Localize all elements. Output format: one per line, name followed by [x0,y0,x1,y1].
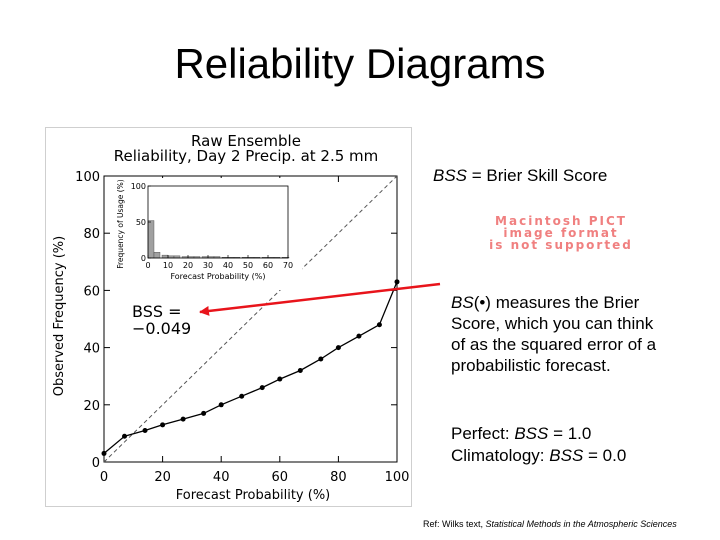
y-tick-label: 60 [83,284,100,299]
reliability-diagram: Raw Ensemble Reliability, Day 2 Precip. … [52,132,410,503]
climatology-abbrev: BSS [549,446,584,465]
reference-prefix: Ref: Wilks text, [423,519,486,529]
inset-background [114,178,302,290]
pict-placeholder-image: Macintosh PICT image format is not suppo… [489,214,633,252]
y-tick-label: 100 [75,170,100,185]
bss-annotation-line2: −0.049 [132,319,191,338]
x-tick-label: 0 [100,470,108,485]
reliability-diagram-panel: Raw Ensemble Reliability, Day 2 Precip. … [45,127,412,507]
inset-x-tick-label: 40 [223,261,233,270]
x-tick-label: 80 [330,470,347,485]
inset-y-tick-label: 100 [131,182,146,191]
climatology-label: Climatology: [451,446,550,465]
bs-symbol: (•) [473,293,491,312]
bss-arrow [199,282,441,316]
x-axis-label: Forecast Probability (%) [176,488,331,503]
x-tick-label: 40 [213,470,230,485]
perfect-line: Perfect: BSS = 1.0 [451,423,626,445]
reference-citation: Ref: Wilks text, Statistical Methods in … [423,518,677,530]
brier-score-explanation: BS(•) measures the Brier Score, which yo… [451,292,671,376]
reliability-point [218,402,224,408]
slide-title: Reliability Diagrams [174,40,546,87]
inset-x-tick-label: 60 [263,261,273,270]
y-tick-label: 20 [83,399,100,414]
perfect-abbrev: BSS [514,424,549,443]
inset-x-tick-label: 30 [203,261,213,270]
inset-x-axis-label: Forecast Probability (%) [170,272,265,281]
reliability-point [239,393,245,399]
inset-y-tick-label: 50 [136,218,146,227]
inset-x-tick-label: 0 [145,261,150,270]
perfect-label: Perfect: [451,424,515,443]
y-axis-label: Observed Frequency (%) [52,236,67,396]
y-tick-label: 80 [83,227,100,242]
bss-reference-values: Perfect: BSS = 1.0 Climatology: BSS = 0.… [451,423,626,467]
y-tick-label: 0 [92,456,100,471]
reliability-point [394,279,400,285]
reliability-point [297,367,303,373]
reliability-point [142,428,148,434]
pict-line-3: is not supported [489,238,633,252]
chart-subtitle: Reliability, Day 2 Precip. at 2.5 mm [114,147,379,165]
y-tick-label: 40 [83,342,100,357]
inset-x-tick-label: 20 [183,261,193,270]
reliability-point [318,356,324,362]
x-tick-label: 60 [272,470,289,485]
pict-line-2: image format [503,226,618,240]
reliability-point [180,416,186,422]
bss-definition: BSS = Brier Skill Score [433,164,607,188]
perfect-value: = 1.0 [548,424,592,443]
reliability-curve [103,281,398,454]
reliability-point [335,345,341,351]
pict-line-1: Macintosh PICT [495,214,627,228]
x-tick-label: 20 [154,470,171,485]
reliability-point [122,433,128,439]
inset-y-tick-label: 0 [141,254,146,263]
brier-score-text: measures the Brier Score, which you can … [451,293,657,375]
reliability-point [201,410,207,416]
chart-title: Raw Ensemble [191,132,301,150]
bss-definition-text: = Brier Skill Score [467,166,608,185]
reliability-point [101,450,107,456]
bss-annotation-line1: BSS = [132,302,182,321]
reliability-point [356,333,362,339]
reliability-point [259,385,265,391]
inset-x-tick-label: 70 [283,261,293,270]
perfect-reliability-diagonal [103,175,398,463]
inset-x-tick-label: 50 [243,261,253,270]
reference-book: Statistical Methods in the Atmospheric S… [485,519,677,529]
reliability-point [277,376,283,382]
inset-x-tick-label: 10 [163,261,173,270]
inset-y-axis-label: Frequency of Usage (%) [116,179,125,269]
climatology-line: Climatology: BSS = 0.0 [451,445,626,467]
bs-abbrev: BS [451,293,474,312]
x-tick-label: 100 [385,470,410,485]
reliability-point [376,322,382,328]
bss-abbrev: BSS [433,166,468,185]
plot-frame [103,175,398,463]
reliability-point [160,422,166,428]
climatology-value: = 0.0 [583,446,627,465]
